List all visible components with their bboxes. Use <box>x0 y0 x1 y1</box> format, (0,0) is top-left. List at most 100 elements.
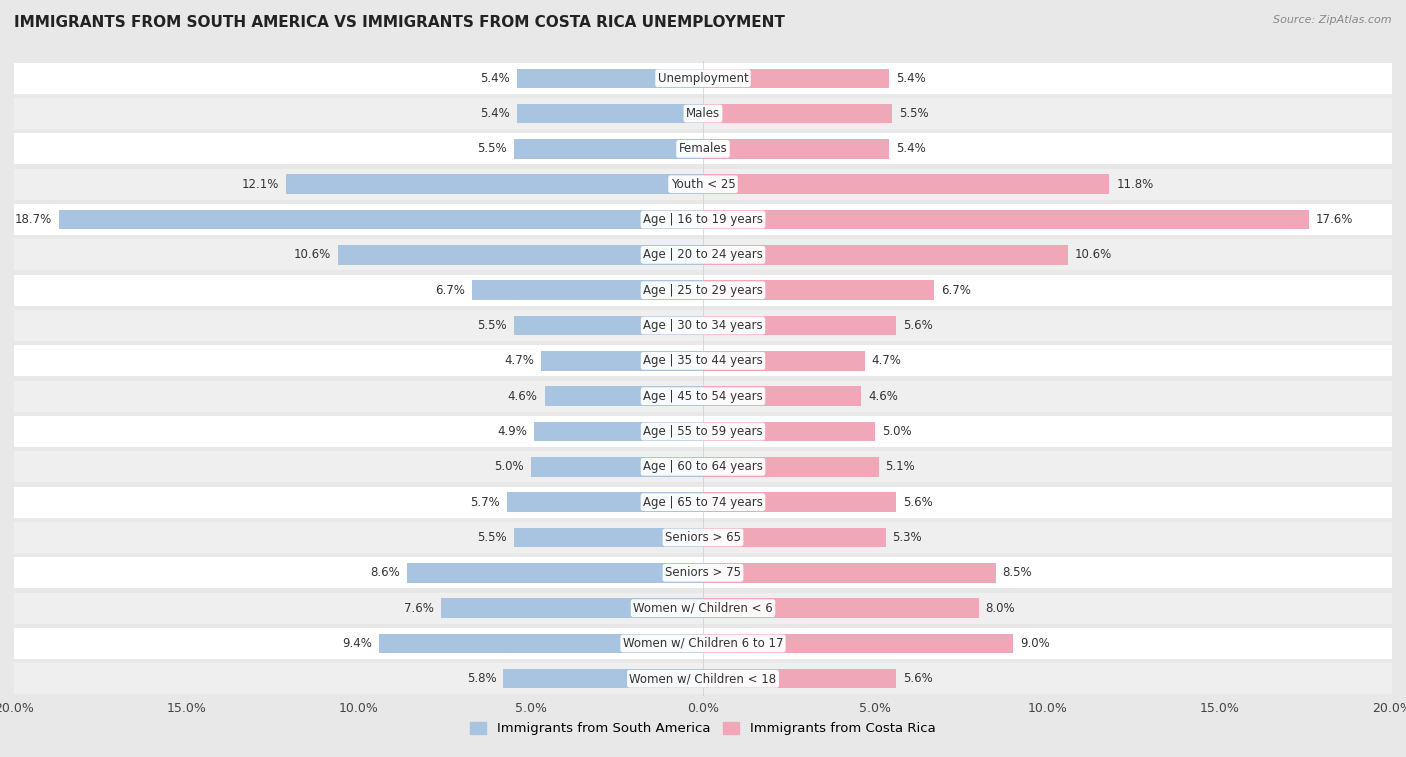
Bar <box>406 563 703 583</box>
Text: Males: Males <box>686 107 720 120</box>
Bar <box>59 210 703 229</box>
Text: 5.3%: 5.3% <box>893 531 922 544</box>
Bar <box>513 139 703 159</box>
Bar <box>14 98 1392 129</box>
Bar <box>703 493 896 512</box>
Text: Age | 25 to 29 years: Age | 25 to 29 years <box>643 284 763 297</box>
Text: 8.6%: 8.6% <box>370 566 399 579</box>
Text: 5.5%: 5.5% <box>900 107 929 120</box>
Text: Age | 30 to 34 years: Age | 30 to 34 years <box>643 319 763 332</box>
Text: 5.0%: 5.0% <box>882 425 911 438</box>
Bar <box>703 104 893 123</box>
Text: 5.6%: 5.6% <box>903 319 932 332</box>
Bar <box>14 416 1392 447</box>
Bar <box>14 63 1392 94</box>
Bar <box>703 351 865 371</box>
Text: 17.6%: 17.6% <box>1316 213 1354 226</box>
Text: Age | 55 to 59 years: Age | 55 to 59 years <box>643 425 763 438</box>
Bar <box>703 139 889 159</box>
Bar <box>703 528 886 547</box>
Text: 4.7%: 4.7% <box>872 354 901 367</box>
Bar <box>14 663 1392 694</box>
Legend: Immigrants from South America, Immigrants from Costa Rica: Immigrants from South America, Immigrant… <box>465 717 941 740</box>
Text: Youth < 25: Youth < 25 <box>671 178 735 191</box>
Text: 5.4%: 5.4% <box>481 72 510 85</box>
Bar <box>380 634 703 653</box>
Text: Age | 45 to 54 years: Age | 45 to 54 years <box>643 390 763 403</box>
Bar <box>441 598 703 618</box>
Bar <box>703 669 896 689</box>
Text: Females: Females <box>679 142 727 155</box>
Text: 5.4%: 5.4% <box>896 72 925 85</box>
Text: 12.1%: 12.1% <box>242 178 280 191</box>
Text: 5.5%: 5.5% <box>477 319 506 332</box>
Text: Seniors > 75: Seniors > 75 <box>665 566 741 579</box>
Bar <box>531 457 703 477</box>
Text: 9.0%: 9.0% <box>1019 637 1050 650</box>
Bar <box>703 386 862 406</box>
Text: 7.6%: 7.6% <box>405 602 434 615</box>
Bar <box>14 133 1392 164</box>
Text: 5.4%: 5.4% <box>481 107 510 120</box>
Text: 5.4%: 5.4% <box>896 142 925 155</box>
Text: IMMIGRANTS FROM SOUTH AMERICA VS IMMIGRANTS FROM COSTA RICA UNEMPLOYMENT: IMMIGRANTS FROM SOUTH AMERICA VS IMMIGRA… <box>14 15 785 30</box>
Bar <box>544 386 703 406</box>
Text: 5.7%: 5.7% <box>470 496 499 509</box>
Bar <box>703 634 1012 653</box>
Text: Age | 65 to 74 years: Age | 65 to 74 years <box>643 496 763 509</box>
Bar <box>14 451 1392 482</box>
Text: 5.5%: 5.5% <box>477 531 506 544</box>
Bar <box>703 210 1309 229</box>
Bar <box>503 669 703 689</box>
Text: 5.6%: 5.6% <box>903 672 932 685</box>
Text: 9.4%: 9.4% <box>343 637 373 650</box>
Text: 5.1%: 5.1% <box>886 460 915 473</box>
Bar <box>506 493 703 512</box>
Bar <box>14 593 1392 624</box>
Text: 4.6%: 4.6% <box>869 390 898 403</box>
Bar <box>14 275 1392 306</box>
Bar <box>287 175 703 194</box>
Bar <box>14 381 1392 412</box>
Bar <box>513 316 703 335</box>
Text: Age | 60 to 64 years: Age | 60 to 64 years <box>643 460 763 473</box>
Bar <box>14 239 1392 270</box>
Bar <box>703 563 995 583</box>
Bar <box>14 345 1392 376</box>
Text: 4.7%: 4.7% <box>505 354 534 367</box>
Bar <box>517 104 703 123</box>
Bar <box>14 628 1392 659</box>
Bar <box>703 422 875 441</box>
Text: 5.8%: 5.8% <box>467 672 496 685</box>
Bar <box>703 175 1109 194</box>
Text: Women w/ Children 6 to 17: Women w/ Children 6 to 17 <box>623 637 783 650</box>
Text: Women w/ Children < 18: Women w/ Children < 18 <box>630 672 776 685</box>
Bar <box>14 522 1392 553</box>
Text: Age | 35 to 44 years: Age | 35 to 44 years <box>643 354 763 367</box>
Bar <box>541 351 703 371</box>
Text: 8.0%: 8.0% <box>986 602 1015 615</box>
Text: 10.6%: 10.6% <box>1076 248 1112 261</box>
Bar <box>14 557 1392 588</box>
Bar <box>703 245 1069 265</box>
Bar <box>703 68 889 88</box>
Bar <box>703 281 934 300</box>
Bar <box>472 281 703 300</box>
Text: Seniors > 65: Seniors > 65 <box>665 531 741 544</box>
Text: 4.9%: 4.9% <box>498 425 527 438</box>
Bar <box>517 68 703 88</box>
Text: Unemployment: Unemployment <box>658 72 748 85</box>
Bar <box>513 528 703 547</box>
Bar <box>14 169 1392 200</box>
Bar <box>534 422 703 441</box>
Bar <box>14 204 1392 235</box>
Text: 5.0%: 5.0% <box>495 460 524 473</box>
Bar <box>703 316 896 335</box>
Text: 11.8%: 11.8% <box>1116 178 1153 191</box>
Bar <box>703 457 879 477</box>
Text: Women w/ Children < 6: Women w/ Children < 6 <box>633 602 773 615</box>
Text: 6.7%: 6.7% <box>941 284 970 297</box>
Text: Age | 20 to 24 years: Age | 20 to 24 years <box>643 248 763 261</box>
Text: 5.5%: 5.5% <box>477 142 506 155</box>
Text: 6.7%: 6.7% <box>436 284 465 297</box>
